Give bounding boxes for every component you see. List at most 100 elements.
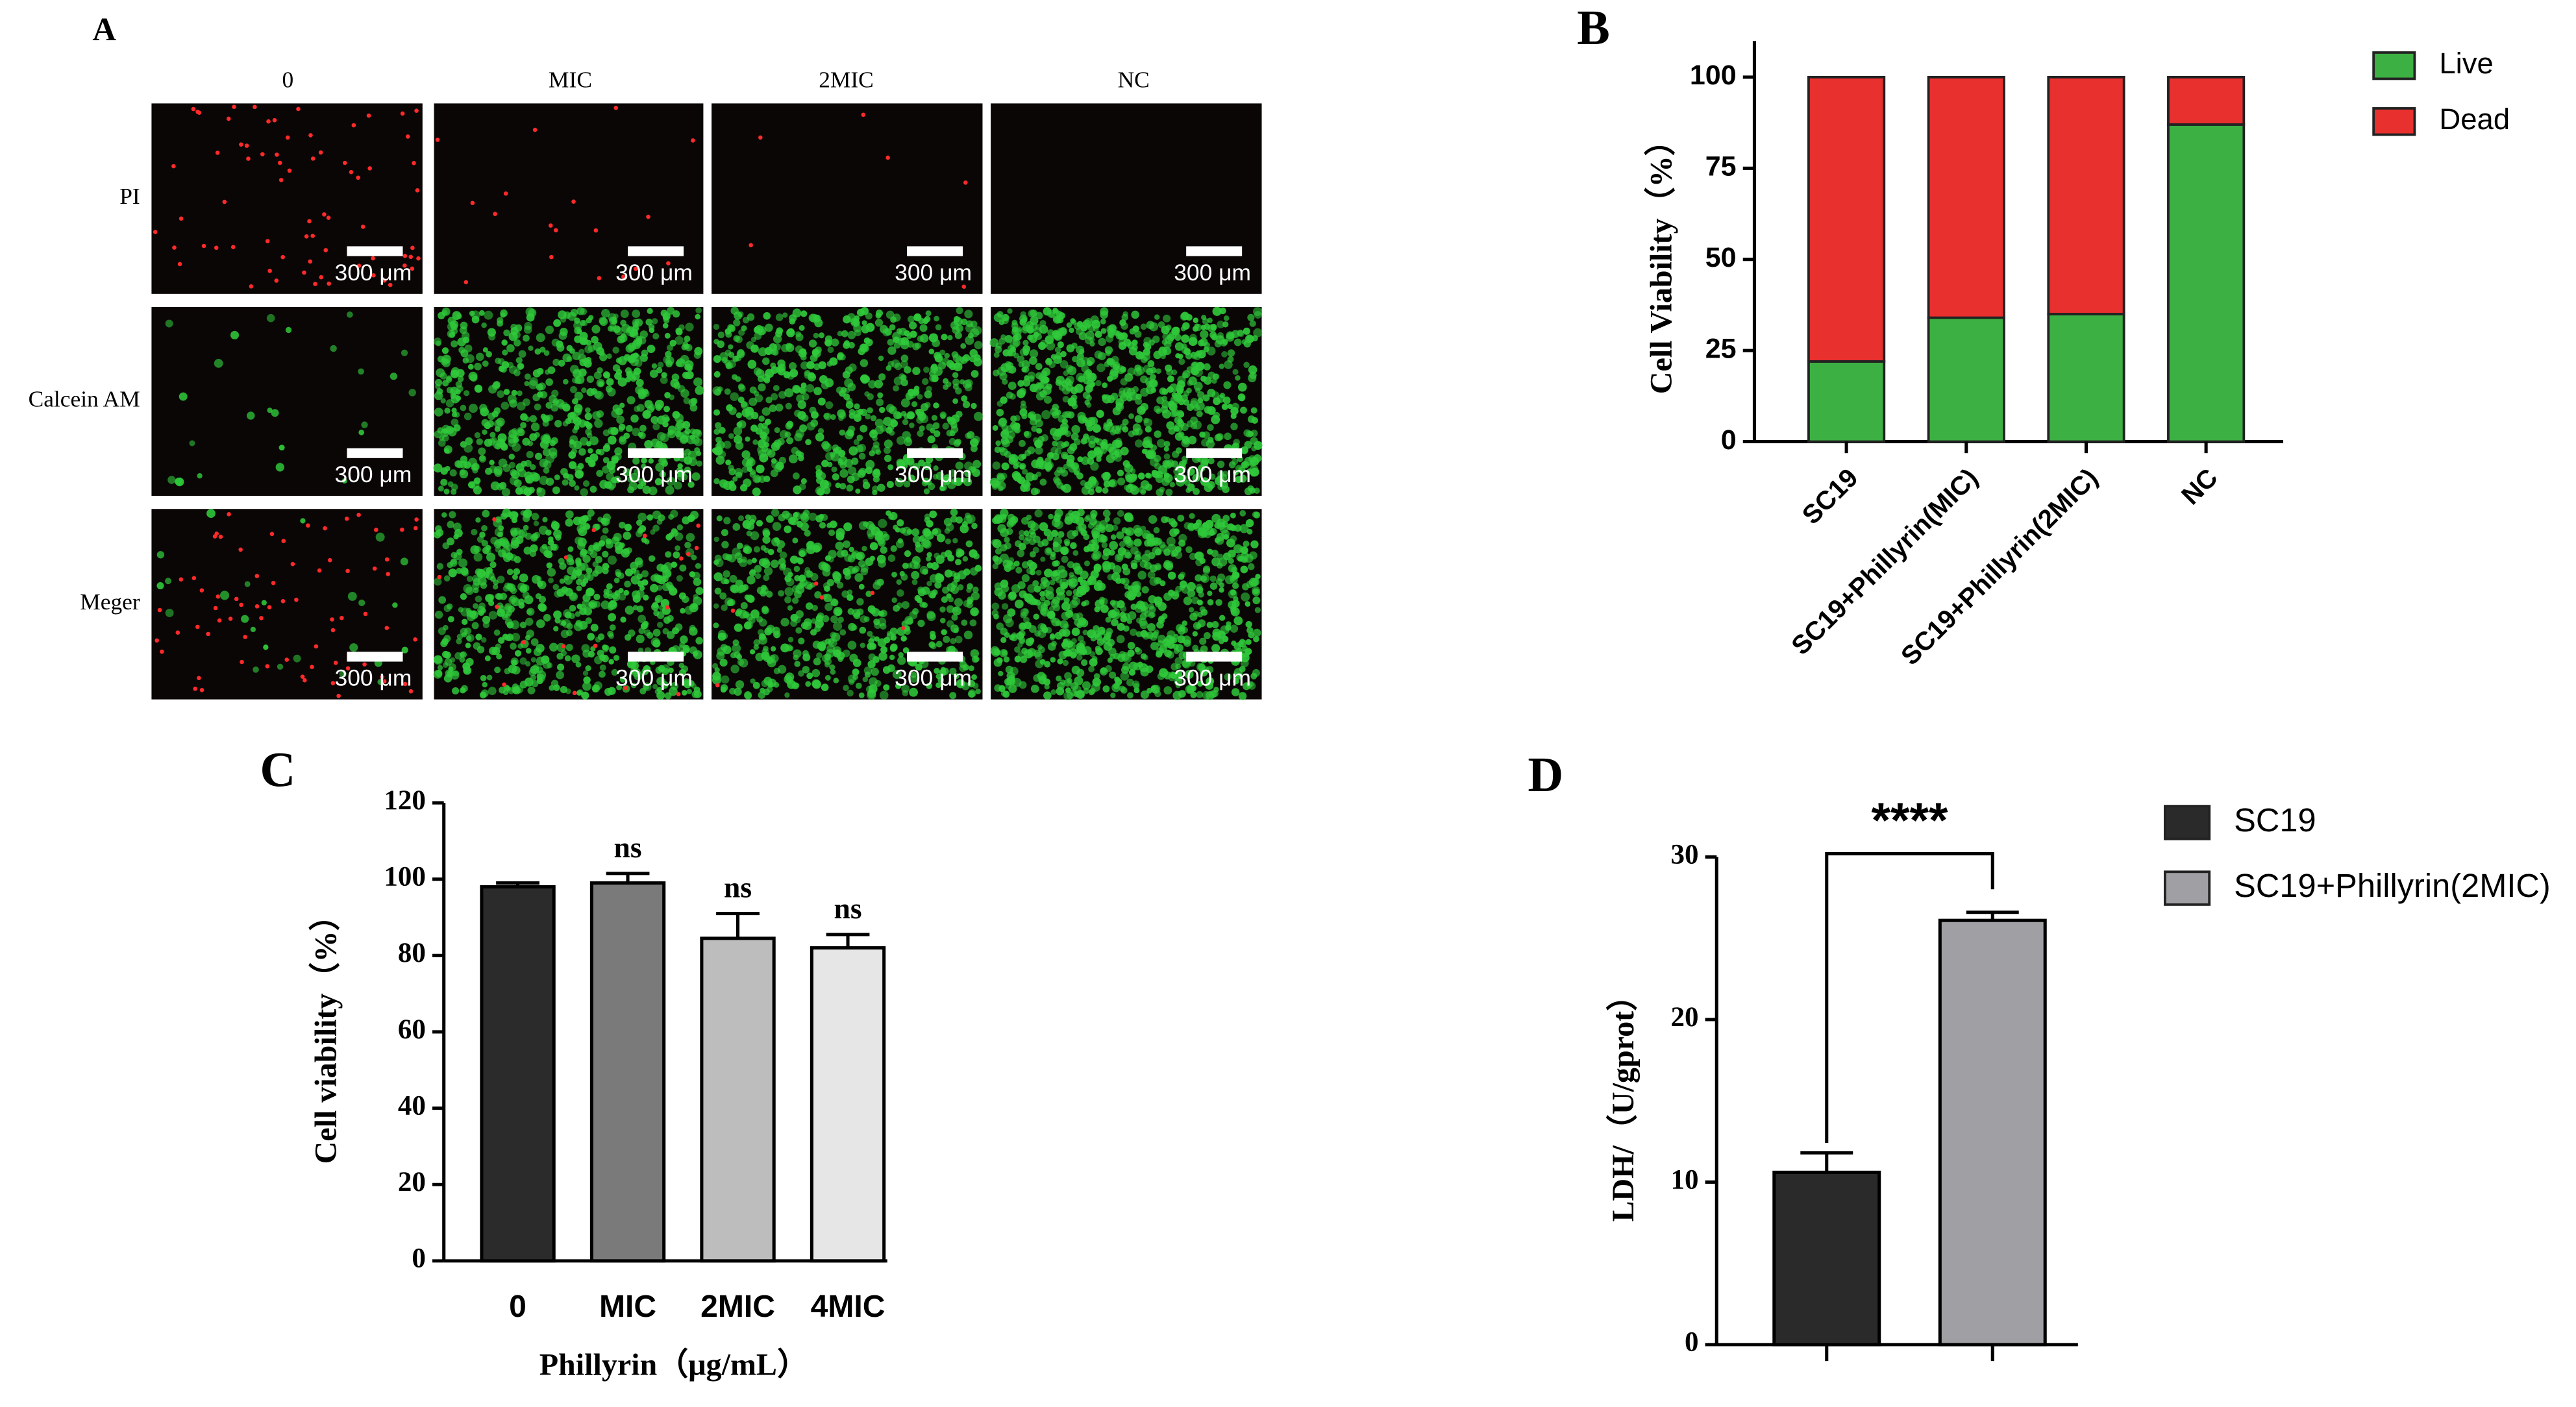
cell (905, 436, 911, 443)
cell (887, 464, 894, 471)
cell (1091, 319, 1101, 329)
cell (1031, 459, 1040, 469)
cell (662, 628, 669, 635)
cell (267, 269, 272, 273)
cell (465, 587, 474, 595)
cell (1065, 384, 1074, 392)
cell (511, 537, 521, 546)
cell (903, 413, 910, 420)
cell (810, 419, 819, 427)
cell (1084, 420, 1092, 428)
cell (632, 352, 639, 359)
cell (445, 399, 454, 408)
cell (1014, 599, 1024, 609)
cell (626, 396, 636, 405)
cell (1166, 421, 1175, 430)
cell (818, 361, 826, 369)
cell (565, 510, 574, 519)
cell (1128, 430, 1135, 437)
cell (917, 430, 924, 437)
cell (1202, 567, 1210, 575)
cell (593, 643, 598, 648)
cell (1035, 419, 1043, 428)
cell (694, 347, 703, 356)
cell (473, 603, 479, 609)
cell (514, 339, 521, 347)
cell (896, 458, 904, 467)
cell (1021, 574, 1030, 583)
cell (1159, 644, 1167, 654)
cell (633, 469, 640, 475)
cell (624, 523, 632, 532)
cell (216, 594, 221, 599)
cell (1127, 593, 1135, 601)
cell (855, 488, 861, 494)
cell (1035, 382, 1041, 388)
cell (1092, 538, 1100, 545)
cell (1252, 596, 1260, 605)
cell (785, 672, 795, 682)
cell (275, 153, 279, 157)
cell (1030, 684, 1039, 693)
cell (1140, 653, 1147, 659)
cell (1056, 687, 1065, 696)
cell (847, 430, 855, 437)
cell (952, 378, 960, 386)
scale-bar-label: 300 μm (335, 461, 412, 487)
cell (563, 609, 572, 618)
cell (939, 485, 945, 491)
cell (525, 459, 532, 467)
cell (867, 407, 873, 414)
cell (581, 387, 587, 393)
cell (760, 426, 770, 436)
cell (1159, 580, 1166, 587)
cell (842, 649, 850, 657)
cell (167, 476, 176, 484)
cell (559, 578, 565, 584)
cell (327, 557, 332, 563)
cell (970, 445, 978, 452)
cell (756, 520, 763, 527)
cell (749, 243, 753, 248)
cell (1207, 591, 1213, 596)
cell (681, 430, 690, 439)
cell (1148, 595, 1157, 604)
cell (1107, 657, 1113, 663)
cell (461, 618, 468, 625)
cell (304, 234, 309, 239)
cell (686, 533, 695, 542)
cell (586, 587, 595, 596)
cell (1187, 523, 1196, 532)
cell (848, 679, 855, 685)
cell (1183, 390, 1190, 397)
cell (691, 472, 700, 481)
cell (637, 527, 644, 534)
cell (691, 138, 695, 143)
cell (1163, 686, 1172, 695)
cell (545, 325, 554, 334)
cell (475, 385, 483, 393)
cell (676, 524, 684, 531)
cell (451, 340, 458, 348)
cell (199, 688, 204, 692)
image-background (712, 103, 983, 294)
cell (514, 369, 521, 376)
cell (1193, 488, 1200, 495)
cell (534, 348, 541, 355)
cell (556, 399, 565, 408)
cell (1117, 477, 1126, 485)
cell (819, 595, 824, 600)
cell (1187, 380, 1193, 386)
cell (855, 682, 862, 689)
cell (579, 319, 586, 326)
cell (1203, 376, 1212, 385)
cell (1024, 430, 1032, 439)
y-tick-label: 120 (384, 785, 426, 816)
cell (572, 691, 577, 696)
cell (1080, 659, 1088, 667)
cell (444, 658, 452, 666)
cell (875, 310, 884, 317)
cell (1227, 349, 1235, 357)
cell (351, 123, 356, 128)
cell (956, 307, 963, 315)
